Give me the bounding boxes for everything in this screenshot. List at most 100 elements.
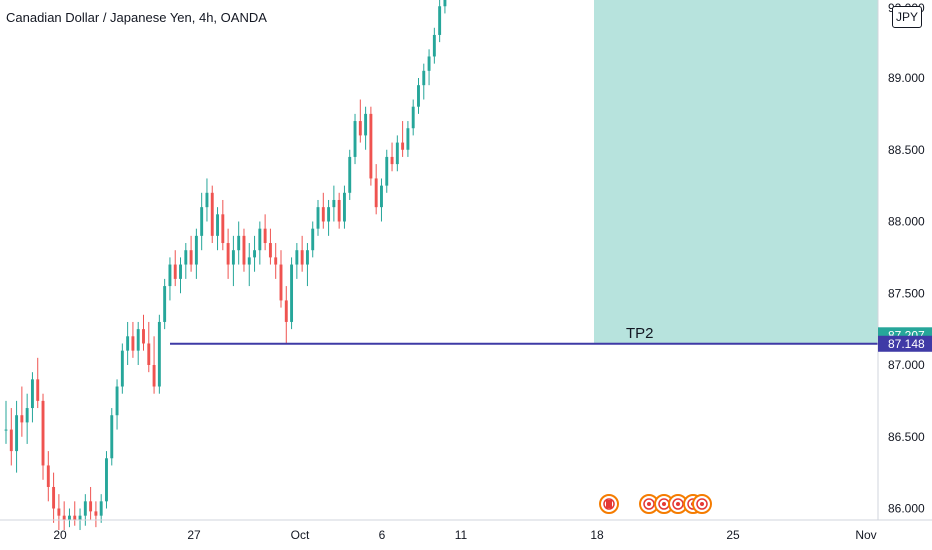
candle-body (184, 250, 188, 265)
candle-body (120, 350, 124, 387)
candle-body (295, 250, 299, 265)
candle-body (401, 142, 405, 150)
candle-body (115, 386, 119, 416)
candle-body (311, 228, 315, 251)
candle-body (20, 415, 24, 423)
candle-body (4, 429, 8, 431)
candle-body (300, 250, 304, 265)
price-tag[interactable] (878, 335, 932, 352)
candle-body (422, 70, 426, 86)
candle-body (15, 415, 19, 452)
candle-body (210, 192, 214, 236)
candle-body (36, 379, 40, 401)
event-icon[interactable] (668, 494, 688, 514)
time-axis[interactable]: 20 27 Oct 6 11 18 25 Nov (0, 519, 932, 542)
candle-body (321, 207, 325, 222)
candle-body (443, 0, 447, 7)
price-tick-label: 87.000 (888, 358, 925, 372)
chart-title: Canadian Dollar / Japanese Yen, 4h, OAND… (6, 10, 267, 25)
candle-body (268, 243, 272, 258)
price-tick-label: 86.500 (888, 430, 925, 444)
candle-body (305, 250, 309, 265)
candle-body (226, 243, 230, 265)
candle-body (200, 207, 204, 236)
candle-body (105, 458, 108, 502)
candle-body (274, 257, 278, 265)
candle-body (78, 515, 82, 520)
candle-body (173, 264, 177, 279)
candle-body (290, 264, 294, 322)
candle-body (279, 264, 283, 301)
event-icon[interactable] (692, 494, 712, 514)
candle-body (179, 264, 182, 279)
time-tick-label: 20 (53, 528, 67, 542)
candle-body (237, 235, 241, 251)
candle-body (353, 121, 357, 157)
candle-body (427, 56, 431, 71)
candle-body (432, 34, 436, 57)
flag-canada-icon[interactable] (599, 494, 619, 514)
candle-body (30, 379, 34, 409)
price-tick-label: 89.000 (888, 71, 925, 85)
candle-body (46, 465, 50, 487)
candle-body (332, 199, 336, 208)
candle-body (68, 515, 71, 520)
candle-body (73, 515, 77, 520)
candle-body (216, 214, 219, 236)
time-tick-label: 25 (726, 528, 740, 542)
candle-body (438, 6, 442, 35)
candle-body (395, 142, 399, 165)
candle-body (258, 228, 262, 251)
candle-body (94, 511, 98, 516)
currency-button[interactable]: JPY (892, 6, 922, 28)
price-tick-label: 88.500 (888, 143, 925, 157)
price-tick-label: 87.500 (888, 286, 925, 300)
candle-body (152, 365, 156, 387)
price-axis-bg (878, 0, 932, 550)
candle-body (57, 508, 61, 516)
time-tick-label: 27 (187, 528, 201, 542)
candle-body (189, 250, 193, 265)
candle-body (316, 207, 320, 229)
candle-body (126, 336, 130, 351)
candle-body (411, 106, 415, 129)
candle-body (380, 185, 383, 208)
candle-body (385, 156, 389, 186)
candle-body (348, 156, 352, 193)
candle-body (337, 199, 341, 222)
candle-body (9, 429, 13, 452)
time-tick-label: 11 (455, 528, 468, 542)
event-icon[interactable] (654, 494, 674, 514)
candle-body (284, 300, 288, 322)
candle-body (83, 501, 87, 516)
event-icon[interactable] (639, 494, 659, 514)
candle-body (131, 336, 135, 351)
candle-body (374, 178, 378, 208)
time-tick-label: Oct (291, 528, 310, 542)
candle-body (205, 192, 209, 208)
candle-body (62, 515, 66, 520)
candle-body (417, 85, 420, 107)
candle-body (99, 501, 103, 516)
take-profit-area[interactable] (594, 0, 878, 344)
time-tick-label: Nov (855, 528, 876, 542)
candles-layer (4, 0, 447, 531)
price-tick-label: 88.000 (888, 215, 925, 229)
time-tick-label: 6 (379, 528, 386, 542)
candle-body (142, 329, 145, 344)
price-tag-label: 87.148 (888, 337, 925, 351)
events-layer[interactable] (599, 494, 712, 514)
candle-body (52, 486, 56, 509)
candle-body (136, 329, 140, 351)
candle-body (25, 408, 29, 423)
candle-body (242, 235, 246, 265)
price-axis[interactable]: 86.000 86.500 87.000 87.500 88.000 88.500 89.0… (877, 0, 932, 550)
candle-body (110, 415, 114, 459)
candle-body (147, 343, 151, 365)
candle-body (247, 257, 251, 265)
candle-body (358, 121, 362, 136)
candle-body (89, 501, 93, 512)
candle-body (327, 207, 331, 222)
candle-body (253, 250, 257, 258)
